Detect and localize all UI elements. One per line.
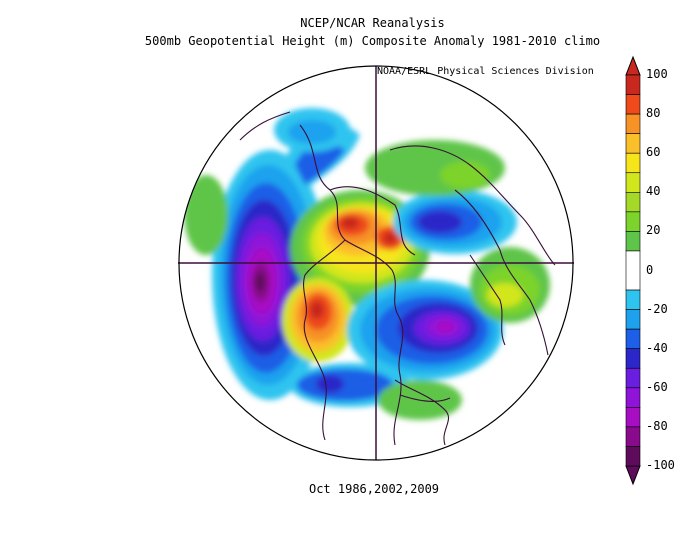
colorbar-bin-1: [625, 94, 641, 115]
colorbar-bin-13: [625, 348, 641, 369]
colorbar-bin-8: [625, 231, 641, 252]
dates-caption: Oct 1986,2002,2009: [308, 482, 440, 496]
colorbar-tick-label: -20: [646, 301, 668, 316]
colorbar-bin-12: [625, 328, 641, 349]
colorbar-bin-16: [625, 407, 641, 428]
colorbar-tick-label: -60: [646, 379, 668, 394]
colorbar-tick-label: -80: [646, 418, 668, 433]
colorbar-bin-9: [625, 250, 641, 291]
colorbar-tick-label: 100: [646, 67, 668, 81]
coastlines: [239, 111, 556, 446]
colorbar-bin-10: [625, 289, 641, 310]
anomaly-north-atlantic: [347, 280, 503, 380]
colorbar-top-arrow: [625, 55, 641, 76]
colorbar-tick-label: 0: [646, 262, 654, 277]
colorbar-tick-label: 60: [646, 145, 661, 160]
colorbar-bin-0: [625, 74, 641, 95]
colorbar-tick-label: -40: [646, 340, 668, 355]
colorbar-bin-7: [625, 211, 641, 232]
credit-label: NOAA/ESRL Physical Sciences Division: [377, 66, 594, 77]
colorbar-bin-14: [625, 367, 641, 389]
chart-title: NCEP/NCAR Reanalysis: [300, 16, 445, 30]
colorbar-bin-4: [625, 152, 641, 174]
anomaly-western-ridge: [282, 278, 354, 362]
colorbar-tick-label: -100: [646, 458, 675, 472]
chart-subtitle: 500mb Geopotential Height (m) Composite …: [144, 34, 601, 48]
map-boundary: [178, 65, 574, 461]
colorbar-bin-3: [625, 133, 641, 154]
colorbar-bin-15: [625, 387, 641, 408]
colorbar-bin-5: [625, 172, 641, 193]
colorbar-tick-label: 20: [646, 223, 661, 238]
colorbar-bin-18: [625, 446, 641, 467]
colorbar-bin-11: [625, 309, 641, 330]
colorbar-tick-label: 40: [646, 184, 661, 199]
colorbar-bin-17: [625, 426, 641, 447]
colorbar-bin-6: [625, 192, 641, 213]
colorbar-tick-label: 80: [646, 106, 661, 121]
colorbar-bin-2: [625, 113, 641, 134]
anomaly-barents: [393, 190, 517, 254]
